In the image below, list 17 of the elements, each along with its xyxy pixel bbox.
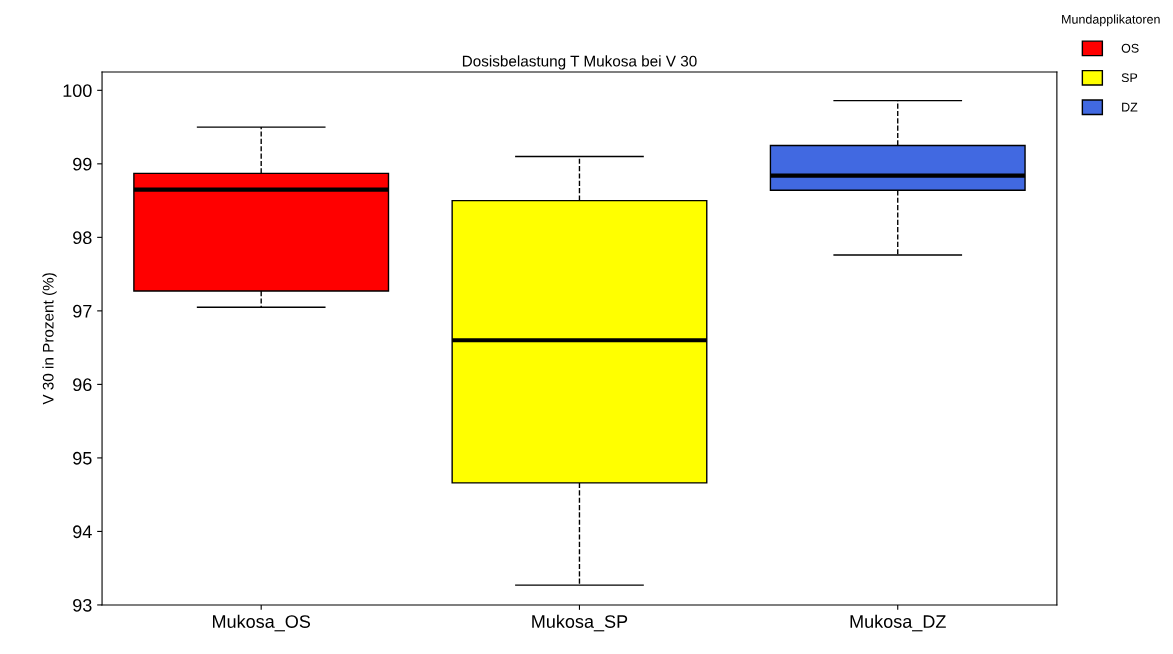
y-tick-label: 93 [73,598,92,612]
y-tick-label: 100 [63,84,92,98]
x-tick-label: Mukosa_DZ [850,614,946,632]
x-tick-label: Mukosa_SP [532,614,628,632]
legend-label: DZ [1122,102,1138,112]
x-tick-label: Mukosa_OS [213,614,311,632]
y-tick-label: 99 [73,157,92,171]
y-tick-label: 96 [73,378,92,392]
legend-label: OS [1121,43,1139,53]
y-axis-title: V 30 in Prozent (%) [42,273,57,405]
legend-title: Mundapplikatoren [1062,14,1160,27]
y-tick-label: 95 [73,451,92,465]
y-tick-label: 97 [73,304,92,318]
legend-label: SP [1121,73,1138,83]
chart-title: Dosisbelastung T Mukosa bei V 30 [462,55,697,70]
y-tick-label: 98 [73,231,92,245]
y-tick-label: 94 [73,525,92,539]
